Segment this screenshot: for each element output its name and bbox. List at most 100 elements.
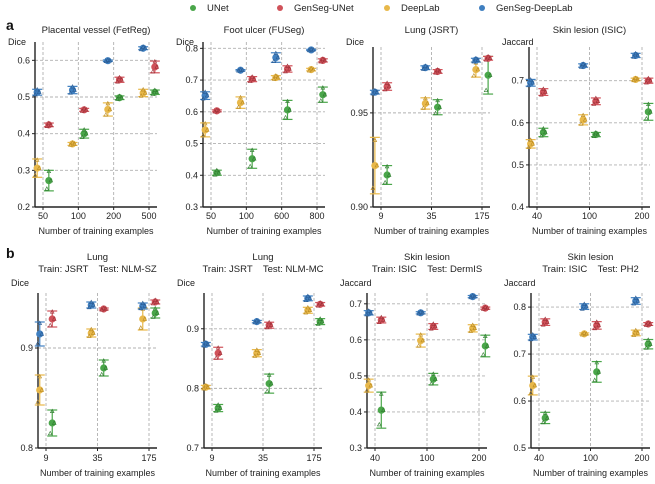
run-marker — [252, 319, 258, 325]
run-marker — [238, 67, 243, 72]
chart-title: Placental vessel (FetReg) — [42, 25, 151, 36]
run-marker — [471, 72, 477, 78]
data-point — [115, 76, 124, 84]
y-tick-label: 0.6 — [185, 107, 198, 117]
data-point — [214, 404, 222, 412]
series-unet — [47, 305, 161, 437]
run-marker — [138, 93, 144, 98]
data-point — [580, 303, 588, 311]
run-marker — [370, 185, 376, 190]
run-marker — [138, 325, 144, 330]
run-marker — [378, 391, 384, 396]
series-unet — [382, 55, 494, 186]
x-tick-label: 600 — [274, 211, 289, 221]
run-marker — [39, 387, 45, 392]
run-marker — [596, 322, 602, 328]
run-marker — [372, 137, 378, 142]
run-marker — [115, 79, 120, 84]
run-marker — [483, 87, 489, 92]
x-tick-label: 35 — [92, 453, 102, 463]
run-marker — [49, 408, 55, 413]
run-marker — [423, 63, 428, 68]
run-marker — [591, 133, 597, 138]
x-tick-label: 500 — [141, 211, 156, 221]
run-marker — [430, 321, 436, 326]
run-marker — [368, 382, 374, 388]
data-point — [632, 297, 640, 305]
run-marker — [72, 87, 77, 92]
y-tick-label: 0.7 — [186, 443, 199, 453]
run-marker — [374, 162, 380, 168]
chart-subtitle: Train: ISIC Test: PH2 — [542, 264, 639, 275]
run-marker — [308, 46, 314, 52]
run-marker — [631, 300, 637, 306]
run-marker — [646, 101, 651, 106]
run-marker — [594, 359, 600, 365]
legend-marker — [384, 5, 390, 11]
data-point — [593, 368, 601, 376]
data-point — [283, 106, 292, 114]
y-tick-label: 0.6 — [349, 335, 362, 345]
run-marker — [468, 328, 474, 333]
y-tick-label: 0.5 — [513, 443, 526, 453]
run-marker — [70, 84, 75, 89]
run-marker — [539, 133, 544, 138]
data-point — [151, 88, 159, 96]
run-marker — [266, 372, 272, 377]
run-marker — [152, 305, 158, 311]
run-marker — [482, 333, 488, 338]
run-marker — [320, 85, 326, 90]
run-marker — [249, 74, 255, 79]
run-marker — [203, 382, 209, 388]
run-marker — [581, 301, 587, 306]
run-marker — [307, 295, 313, 301]
run-marker — [421, 105, 426, 110]
run-marker — [214, 107, 220, 112]
run-marker — [138, 46, 144, 52]
run-marker — [81, 105, 87, 111]
run-marker — [117, 93, 122, 98]
legend-marker — [277, 5, 283, 11]
series-genseg-unet — [382, 53, 494, 92]
x-tick-label: 100 — [419, 453, 434, 463]
data-point — [434, 103, 442, 111]
run-marker — [543, 129, 548, 135]
run-marker — [268, 380, 274, 386]
y-axis-label: Dice — [176, 37, 194, 47]
x-tick-label: 100 — [239, 211, 254, 221]
run-marker — [150, 68, 156, 74]
series-genseg-deeplab — [525, 50, 641, 88]
run-marker — [217, 405, 223, 410]
x-tick-label: 40 — [370, 453, 380, 463]
run-marker — [376, 421, 382, 427]
run-marker — [271, 76, 277, 81]
run-marker — [35, 340, 41, 346]
series-unet — [43, 87, 160, 192]
run-marker — [238, 94, 243, 100]
data-point — [151, 63, 159, 71]
run-marker — [283, 114, 288, 120]
x-axis-label: Number of training examples — [206, 226, 322, 236]
legend-item-genseg-deeplab: GenSeg-DeepLab — [479, 3, 573, 14]
run-marker — [644, 80, 649, 85]
data-point — [632, 51, 640, 60]
x-tick-label: 35 — [258, 453, 268, 463]
run-marker — [215, 402, 221, 407]
data-point — [365, 309, 373, 317]
run-marker — [105, 57, 111, 62]
data-point — [484, 71, 492, 79]
y-tick-label: 0.4 — [185, 170, 198, 180]
run-marker — [68, 142, 73, 147]
run-marker — [540, 322, 546, 327]
run-marker — [254, 317, 260, 323]
series-deeplab — [525, 75, 641, 149]
run-marker — [647, 341, 653, 346]
x-tick-label: 9 — [43, 453, 48, 463]
y-tick-label: 0.4 — [349, 407, 362, 417]
run-marker — [307, 307, 313, 312]
run-marker — [633, 75, 638, 80]
data-point — [104, 105, 112, 114]
series-genseg-unet — [538, 75, 654, 106]
chart-subtitle: Train: JSRT Test: NLM-MC — [202, 264, 323, 275]
